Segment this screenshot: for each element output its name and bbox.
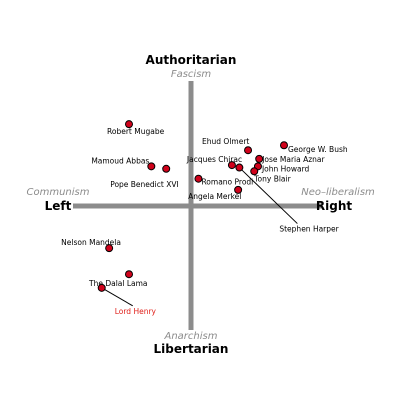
point-robert-mugabe xyxy=(125,120,133,129)
point-label-stephen-harper: Stephen Harper xyxy=(279,225,339,234)
point-label-pope-benedict-xvi: Pope Benedict XVI xyxy=(110,180,179,189)
point-jacques-chirac xyxy=(227,161,236,170)
point-the-dalal-lama xyxy=(125,270,133,279)
point-jose-maria-aznar xyxy=(255,154,264,163)
point-label-george-w-bush: George W. Bush xyxy=(288,145,348,154)
axis-sublabel-bottom: Anarchism xyxy=(164,331,218,342)
axis-label-top: Authoritarian xyxy=(146,53,237,67)
point-mamoud-abbas xyxy=(147,162,156,171)
axis-label-left: Left xyxy=(45,199,72,213)
point-stephen-harper xyxy=(235,163,244,172)
point-pope-benedict-xvi xyxy=(162,164,171,173)
leader-line-stephen-harper xyxy=(239,167,298,224)
point-label-lord-henry: Lord Henry xyxy=(115,307,157,316)
axis-label-bottom: Libertarian xyxy=(154,342,229,356)
point-george-w-bush xyxy=(280,141,288,150)
point-label-angela-merkel: Angela Merkel xyxy=(188,192,241,201)
point-romano-prodi xyxy=(194,174,203,183)
point-label-jose-maria-aznar: Jose Maria Aznar xyxy=(261,155,325,164)
point-nelson-mandela xyxy=(105,244,114,253)
point-label-ehud-olmert: Ehud Olmert xyxy=(202,137,249,146)
data-points: Robert Mugabe Mamoud Abbas Pope Benedict X… xyxy=(61,120,348,316)
point-label-nelson-mandela: Nelson Mandela xyxy=(61,238,121,247)
axis-sublabel-top: Fascism xyxy=(171,69,212,80)
point-label-john-howard: John Howard xyxy=(261,164,310,173)
point-label-mamoud-abbas: Mamoud Abbas xyxy=(91,156,149,165)
point-label-tony-blair: Tony Blair xyxy=(253,174,291,183)
point-lord-henry xyxy=(97,283,106,292)
leader-line-lord-henry xyxy=(101,287,133,307)
axis-sublabel-left: Communism xyxy=(27,187,90,198)
point-label-the-dalal-lama: The Dalal Lama xyxy=(88,279,148,288)
point-label-romano-prodi: Romano Prodi xyxy=(201,178,253,187)
axis-sublabel-right: Neo–liberalism xyxy=(301,187,375,198)
point-label-jacques-chirac: Jacques Chirac xyxy=(186,155,242,164)
point-angela-merkel xyxy=(234,185,243,194)
axis-label-right: Right xyxy=(316,199,352,213)
point-tony-blair xyxy=(250,167,259,176)
point-label-robert-mugabe: Robert Mugabe xyxy=(107,127,165,136)
point-ehud-olmert xyxy=(244,146,253,155)
